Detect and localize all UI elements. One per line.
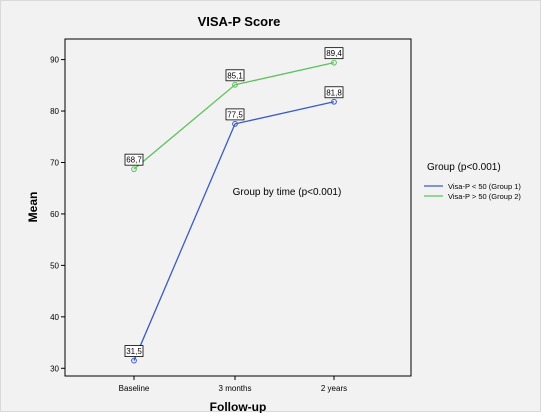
data-label-box — [124, 345, 144, 357]
data-point — [331, 98, 337, 105]
y-tick-label: 90 — [50, 56, 59, 65]
y-axis-label: Mean — [26, 192, 40, 223]
legend-title: Group (p<0.001) — [427, 162, 501, 173]
y-tick-label: 80 — [50, 107, 59, 116]
series-line-group-2 — [133, 62, 335, 170]
data-label: 31,5 — [126, 347, 142, 356]
plot-area — [64, 38, 412, 377]
data-label-box — [124, 153, 144, 166]
chart-annotation: Group by time (p<0.001) — [233, 187, 342, 198]
x-tick-label: Baseline — [119, 384, 150, 393]
y-tick-label: 70 — [50, 158, 59, 167]
y-tick-label: 30 — [50, 364, 59, 373]
data-point — [331, 59, 337, 66]
legend-entry: Visa-P < 50 (Group 1) — [448, 182, 521, 191]
data-label-box — [225, 69, 245, 82]
y-tick-label: 40 — [50, 313, 59, 322]
y-tick-label: 50 — [50, 261, 59, 270]
legend-entry: Visa-P > 50 (Group 2) — [448, 192, 521, 201]
chart-title: VISA-P Score — [198, 14, 281, 29]
data-point — [131, 166, 137, 173]
data-label: 68,7 — [126, 156, 142, 165]
data-label-box — [225, 108, 245, 121]
data-label: 81,8 — [326, 88, 342, 97]
data-label-box — [324, 47, 344, 60]
data-label: 89,4 — [326, 49, 342, 58]
axes-group: 30 40 50 60 70 80 90 Baseline 3 months 2 years — [50, 56, 347, 393]
data-point — [232, 81, 238, 88]
series-group: 31,5 77,5 81,8 68,7 85,1 89,4 — [124, 47, 344, 364]
data-point — [232, 120, 238, 127]
x-tick-label: 3 months — [219, 384, 252, 393]
x-axis-label: Follow-up — [210, 400, 267, 413]
data-label: 77,5 — [227, 110, 243, 119]
data-point — [131, 357, 137, 364]
data-label: 85,1 — [227, 71, 243, 80]
data-label-box — [324, 86, 344, 99]
series-line-group-1 — [133, 101, 335, 361]
y-tick-label: 60 — [50, 210, 59, 219]
x-tick-label: 2 years — [321, 384, 347, 393]
legend: Group (p<0.001) Visa-P < 50 (Group 1)Vis… — [424, 162, 521, 201]
